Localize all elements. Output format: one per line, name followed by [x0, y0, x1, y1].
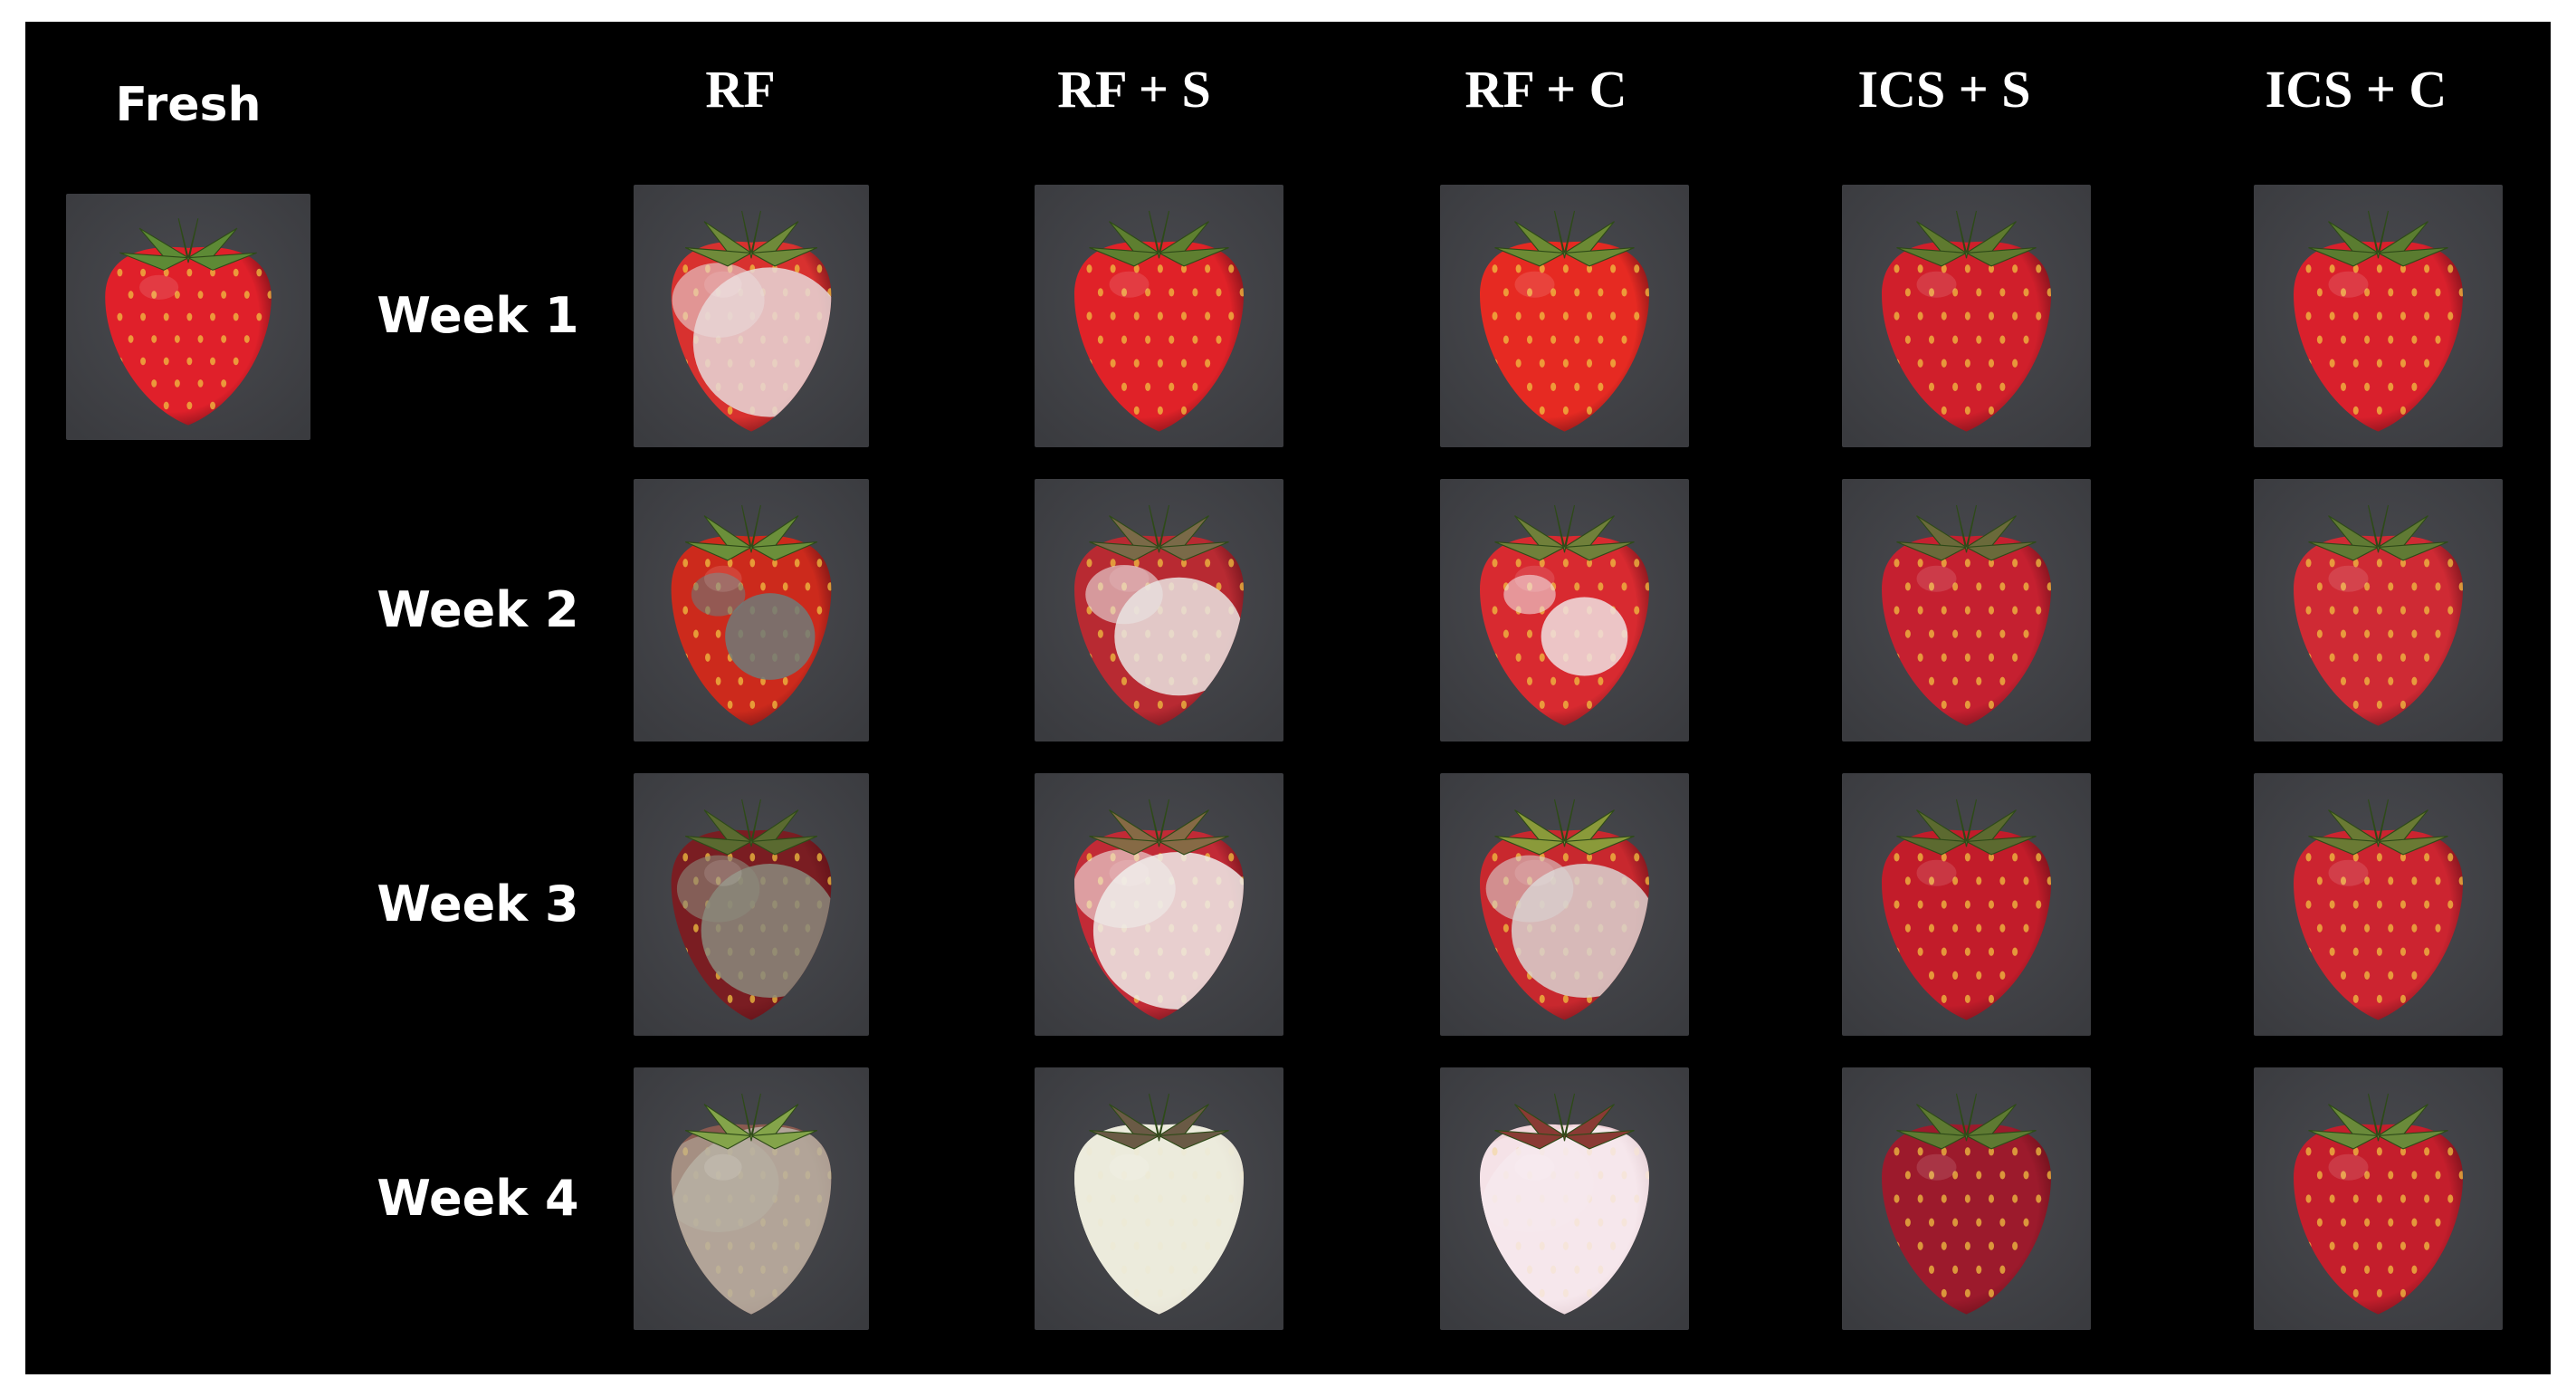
strawberry-photo-week-1-ics-s: [1842, 185, 2091, 447]
strawberry-photo-week-1-rf: [634, 185, 869, 447]
column-header-rf-s: RF + S: [1057, 60, 1211, 119]
row-label-week-3: Week 3: [377, 876, 579, 933]
strawberry-photo-week-2-ics-s: [1842, 479, 2091, 742]
strawberry-photo-week-4-rf-c: [1440, 1067, 1689, 1330]
figure-panel: Fresh RF RF + S RF + C ICS + S ICS + C W…: [25, 22, 2551, 1374]
strawberry-photo-week-3-rf-c: [1440, 773, 1689, 1036]
strawberry-photo-week-2-rf: [634, 479, 869, 742]
strawberry-photo-week-2-ics-c: [2254, 479, 2503, 742]
fresh-label: Fresh: [115, 78, 262, 132]
column-header-ics-c: ICS + C: [2265, 60, 2447, 119]
column-header-rf: RF: [705, 60, 776, 119]
strawberry-photo-week-3-ics-c: [2254, 773, 2503, 1036]
strawberry-photo-week-2-rf-c: [1440, 479, 1689, 742]
strawberry-photo-week-1-rf-c: [1440, 185, 1689, 447]
row-label-week-2: Week 2: [377, 581, 579, 638]
strawberry-photo-week-1-ics-c: [2254, 185, 2503, 447]
row-label-week-1: Week 1: [377, 287, 579, 344]
strawberry-photo-week-4-rf: [634, 1067, 869, 1330]
strawberry-photo-week-3-rf: [634, 773, 869, 1036]
strawberry-photo-week-4-ics-s: [1842, 1067, 2091, 1330]
row-label-week-4: Week 4: [377, 1170, 579, 1227]
strawberry-photo-week-1-rf-s: [1035, 185, 1283, 447]
strawberry-photo-week-3-rf-s: [1035, 773, 1283, 1036]
fresh-strawberry-photo: [66, 194, 310, 440]
strawberry-photo-week-2-rf-s: [1035, 479, 1283, 742]
column-header-rf-c: RF + C: [1465, 60, 1627, 119]
strawberry-photo-week-3-ics-s: [1842, 773, 2091, 1036]
strawberry-photo-week-4-rf-s: [1035, 1067, 1283, 1330]
column-header-ics-s: ICS + S: [1857, 60, 2031, 119]
strawberry-photo-week-4-ics-c: [2254, 1067, 2503, 1330]
